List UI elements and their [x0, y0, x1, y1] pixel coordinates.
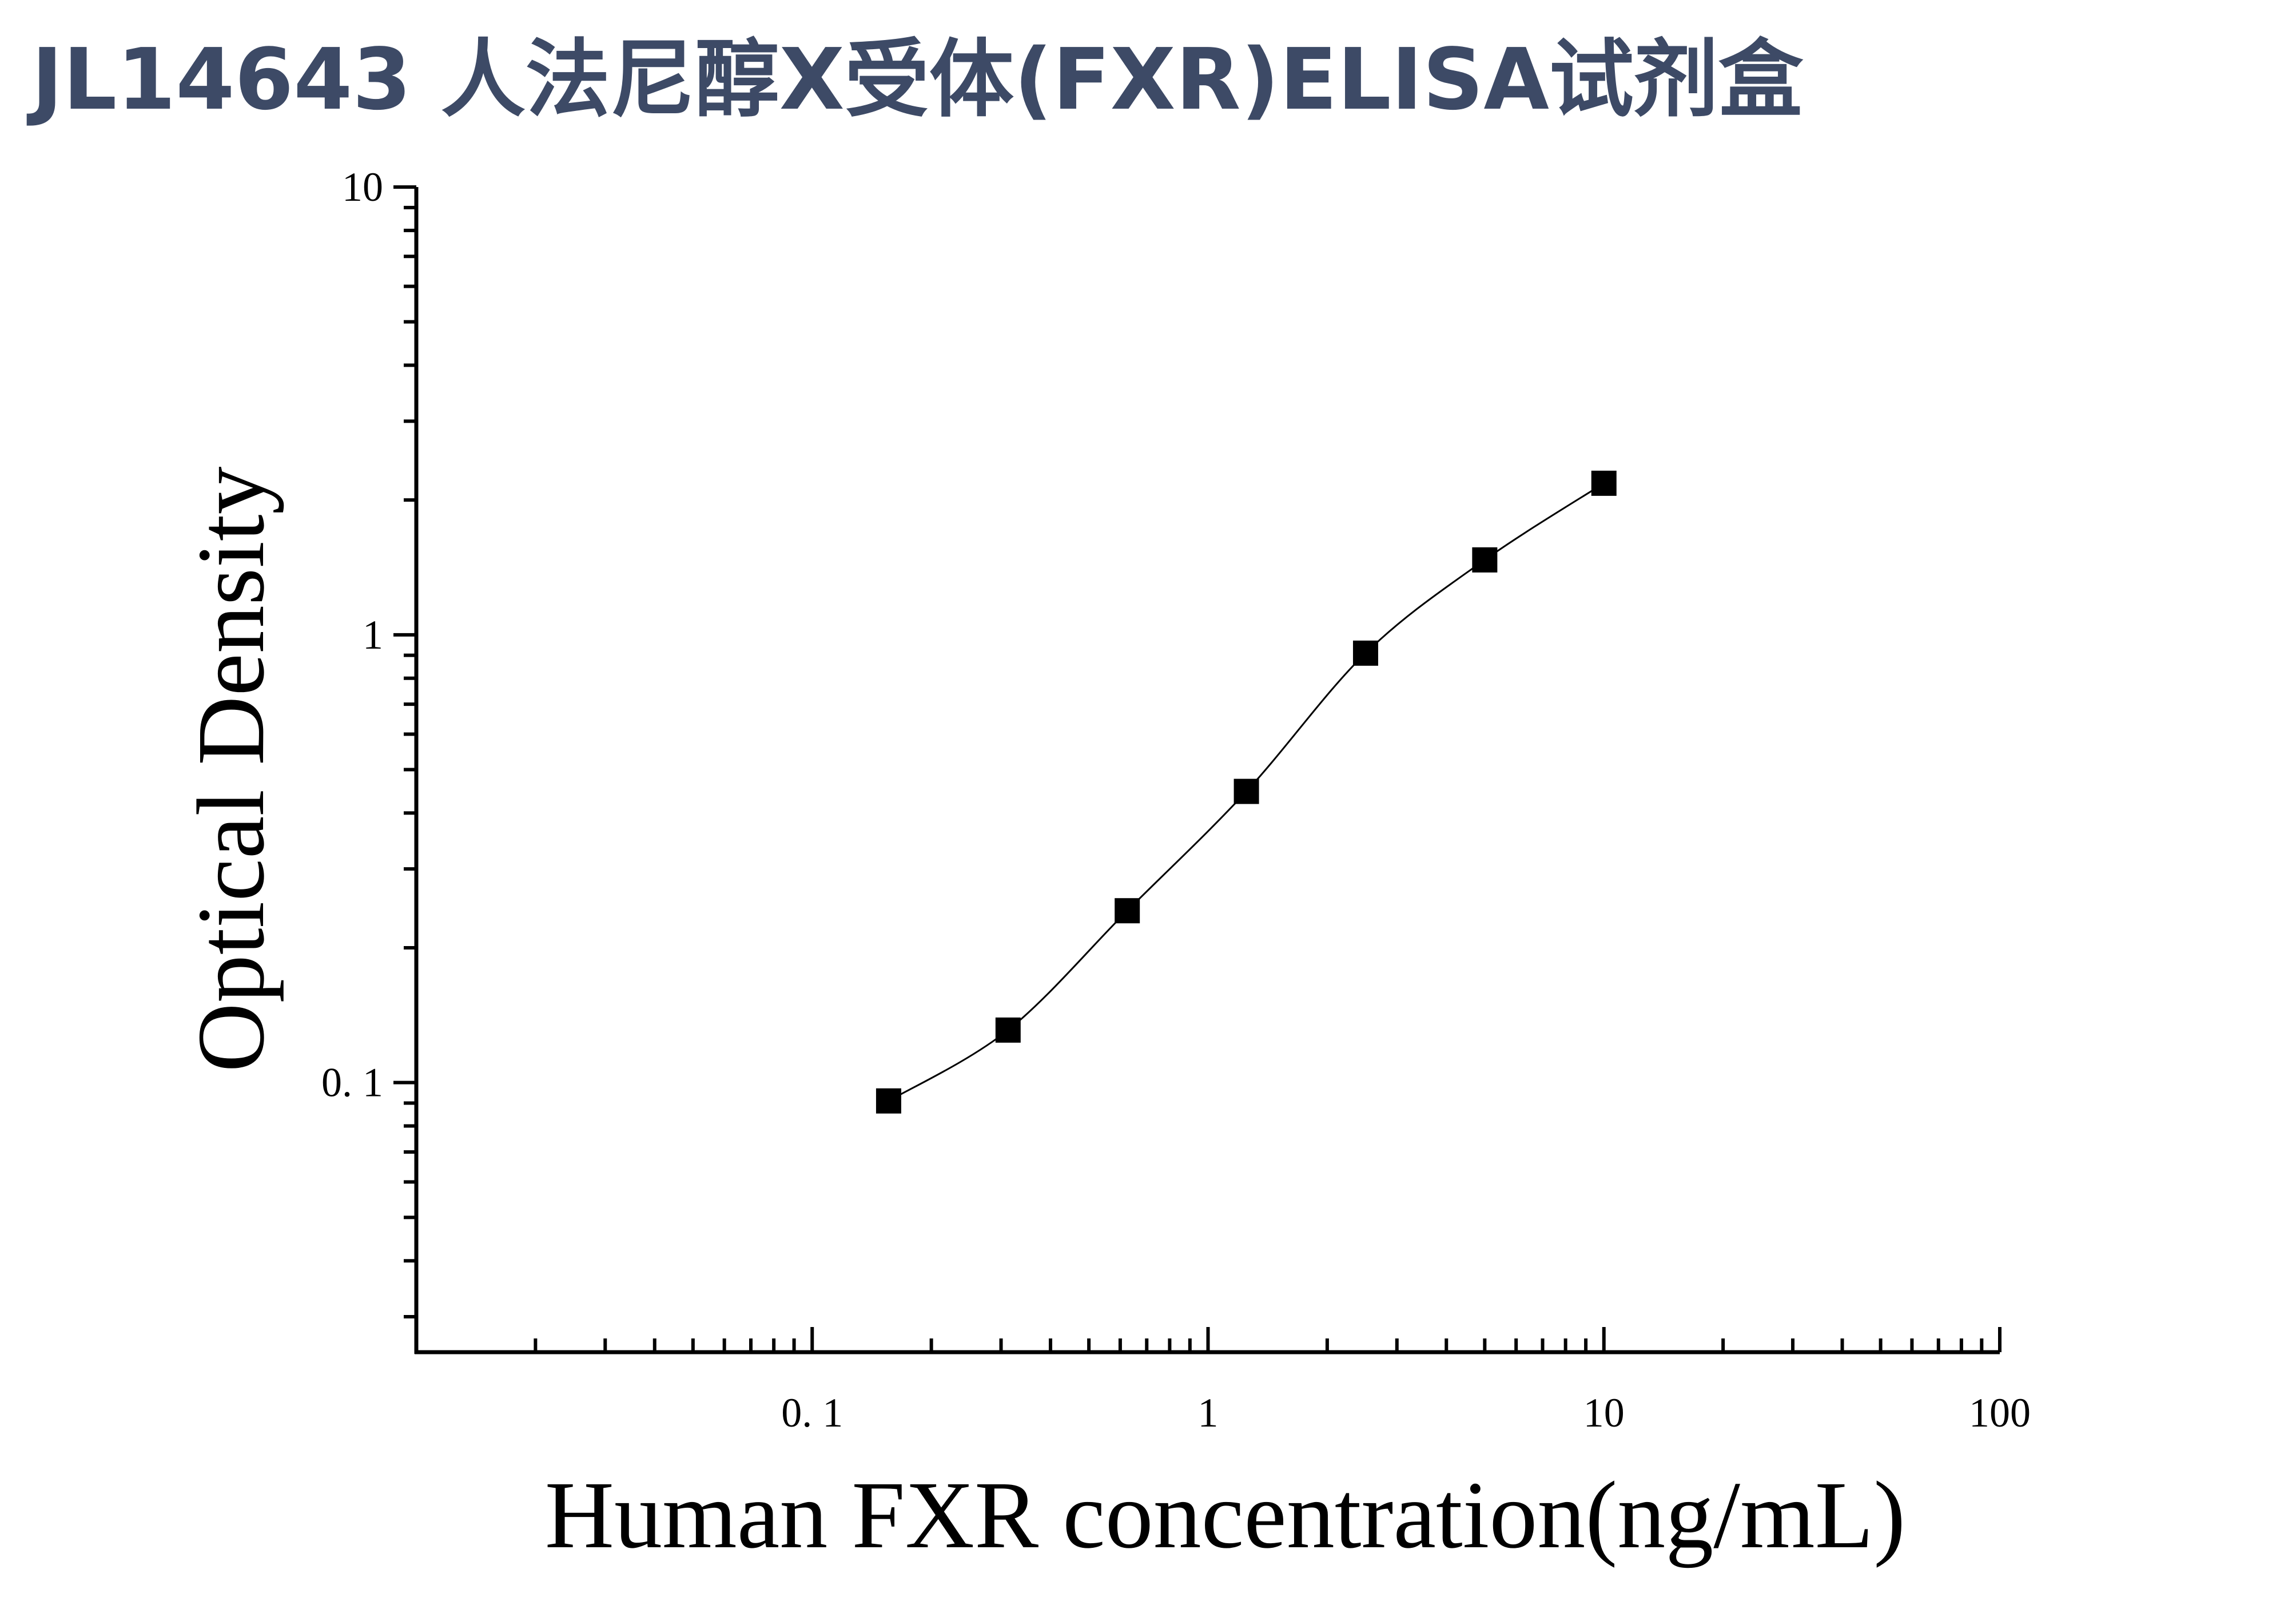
data-point-marker [1591, 470, 1617, 496]
data-points [876, 470, 1617, 1114]
y-axis-ticks [393, 185, 416, 1319]
y-tick-label: 1 [363, 612, 383, 658]
x-tick-label: 1 [1198, 1390, 1219, 1436]
x-tick-label: 0. 1 [781, 1390, 843, 1436]
data-point-marker [1472, 547, 1498, 573]
x-axis-ticks [534, 1327, 2001, 1352]
data-point-marker [876, 1088, 901, 1114]
y-axis-tick-labels: 0. 1 1 10 [321, 164, 383, 1106]
data-point-marker [995, 1017, 1021, 1043]
x-axis-tick-labels: 0. 1 1 10 100 [781, 1390, 2031, 1436]
x-tick-label: 100 [1969, 1390, 2031, 1436]
y-axis-label: Optical Density [178, 466, 284, 1072]
y-tick-label: 10 [342, 164, 383, 210]
x-axis-label: Human FXR concentration(ng/mL) [545, 1462, 1905, 1568]
x-tick-label: 10 [1583, 1390, 1625, 1436]
chart-title: JL14643 人法尼醇X受体(FXR)ELISA试剂盒 [26, 30, 1804, 129]
y-tick-label: 0. 1 [321, 1060, 383, 1106]
data-point-marker [1233, 778, 1259, 804]
data-point-marker [1352, 640, 1378, 666]
data-point-marker [1115, 898, 1140, 924]
axes [414, 187, 2000, 1354]
